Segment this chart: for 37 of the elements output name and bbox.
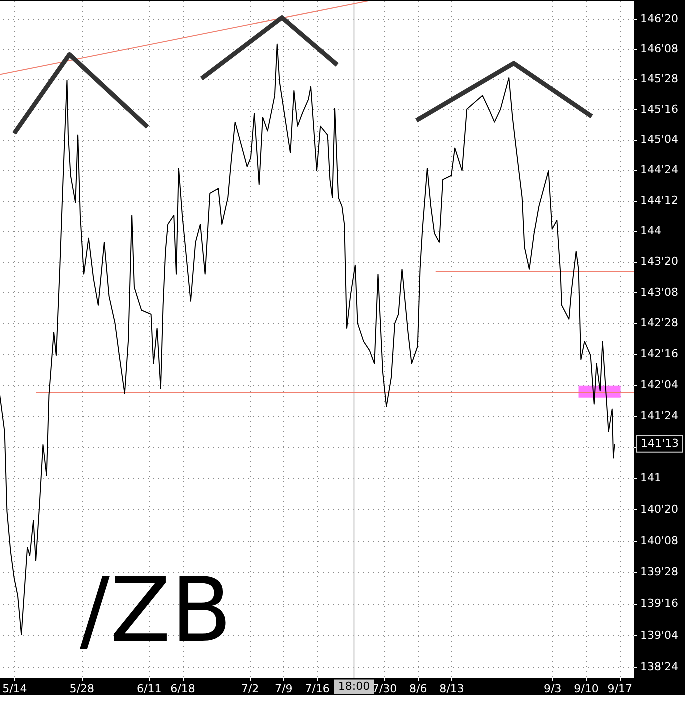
- x-tick-label: 5/28: [70, 682, 95, 696]
- y-tick-label: 141'24: [640, 409, 679, 422]
- x-tick-label: 7/30: [372, 682, 398, 696]
- x-tick-label: 7/9: [275, 682, 293, 696]
- y-tick-label: 145'28: [640, 72, 679, 86]
- y-tick-label: 142'04: [640, 378, 679, 392]
- y-tick-label: 144: [640, 224, 662, 238]
- y-tick-label: 141: [640, 472, 662, 485]
- y-tick-label: 144'12: [640, 194, 679, 208]
- y-tick-label: 142'16: [640, 347, 679, 360]
- x-tick-label: 5/14: [2, 682, 28, 696]
- x-tick-label: 6/18: [170, 682, 196, 696]
- y-tick-label: 140'08: [640, 534, 679, 548]
- y-tick-label: 145'16: [640, 102, 679, 116]
- ref-line-label: 18:00: [338, 680, 370, 693]
- y-tick-label: 143'20: [640, 255, 679, 268]
- x-tick-label: 9/10: [574, 682, 599, 696]
- text: 141'13: [640, 437, 680, 450]
- y-tick-label: 145'04: [640, 133, 679, 146]
- y-tick-label: 144'24: [640, 164, 679, 177]
- y-tick-label: 138'24: [640, 660, 679, 674]
- y-tick-label: 139'04: [640, 628, 679, 642]
- x-tick-label: 9/3: [544, 682, 562, 696]
- x-tick-label: 7/2: [241, 682, 260, 696]
- y-tick-label: 146'20: [640, 12, 679, 26]
- y-tick-label: 139'16: [640, 597, 679, 610]
- y-tick-label: 139'28: [640, 566, 679, 579]
- y-tick-label: 143'08: [640, 286, 679, 299]
- x-tick-label: 8/6: [410, 682, 428, 696]
- x-tick-label: 6/11: [137, 682, 162, 696]
- x-tick-label: 9/17: [608, 682, 632, 696]
- y-tick-label: 142'28: [640, 316, 679, 330]
- x-tick-label: 7/16: [305, 682, 330, 696]
- y-tick-label: 146'08: [640, 42, 679, 56]
- text: /ZB: [80, 558, 232, 662]
- x-tick-label: 8/13: [440, 682, 464, 696]
- y-tick-label: 140'20: [640, 502, 679, 516]
